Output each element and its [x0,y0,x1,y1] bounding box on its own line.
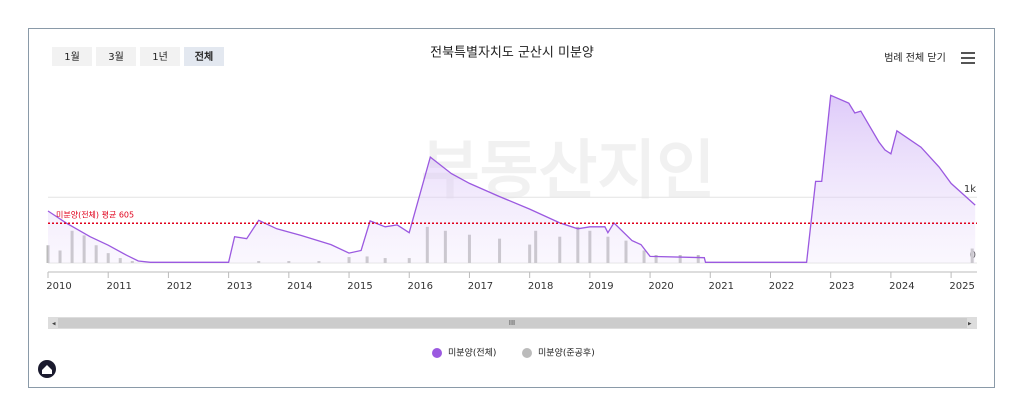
range-button-label[interactable]: 전체 [195,50,213,63]
range-button-label[interactable]: 1년 [152,51,168,63]
average-label: 미분양(전체) 평균 605 [56,210,134,220]
legend-toggle[interactable]: 범례 전체 닫기 [884,52,946,64]
range-button[interactable] [96,47,136,66]
range-button-label[interactable]: 3월 [108,51,124,63]
legend-label[interactable]: 미분양(전체) [448,348,496,359]
scrollbar-thumb[interactable] [58,318,967,328]
chart-title: 전북특별자치도 군산시 미분양 [430,46,594,61]
legend-label[interactable]: 미분양(준공후) [538,348,595,359]
x-tick-label: 2021 [709,281,734,292]
range-button-label[interactable]: 1월 [64,51,80,63]
x-tick-label: 2023 [829,281,854,292]
range-button[interactable] [184,47,224,66]
home-icon-glyph [42,365,52,374]
x-tick-label: 2017 [468,281,493,292]
scroll-left[interactable]: ◂ [52,320,56,328]
range-button[interactable] [140,47,180,66]
x-tick-label: 2011 [106,281,131,292]
x-tick-label: 2019 [588,281,613,292]
x-tick-label: 2022 [769,281,794,292]
x-tick-label: 2013 [227,281,252,292]
range-button[interactable] [52,47,92,66]
line [47,94,976,263]
area [48,95,976,263]
x-tick-label: 2025 [949,281,974,292]
x-tick-label: 2016 [408,281,433,292]
x-tick-label: 2010 [46,281,71,292]
scrollbar-grip: III [509,319,515,327]
legend-marker[interactable] [522,348,532,358]
scroll-right[interactable]: ▸ [968,320,972,328]
y-tick-label: 1k [964,184,976,195]
x-tick-label: 2024 [889,281,914,292]
x-tick-label: 2020 [648,281,673,292]
x-tick-label: 2015 [347,281,372,292]
legend-marker[interactable] [432,348,442,358]
x-tick-label: 2012 [167,281,192,292]
menu-icon[interactable] [961,52,975,64]
x-tick-label: 2014 [287,281,312,292]
x-tick-label: 2018 [528,281,553,292]
